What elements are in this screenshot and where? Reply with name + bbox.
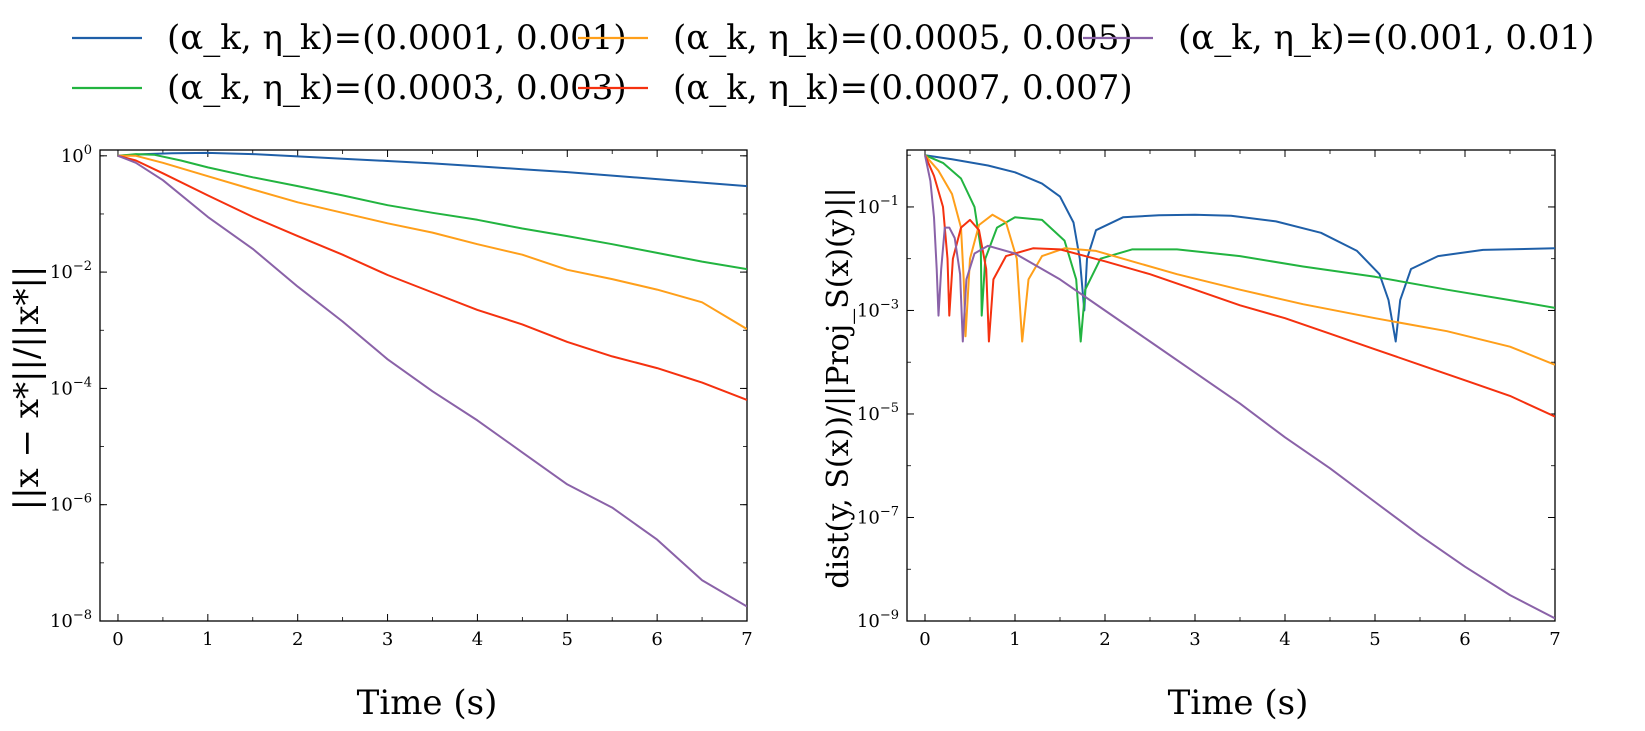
legend-label: (α_k, η_k)=(0.0007, 0.007) [673, 68, 1133, 108]
x-tick-label: 2 [1099, 629, 1110, 650]
x-tick-label: 5 [1369, 629, 1380, 650]
chart-left: 0 1 2 3 4 5 6 7 100 10−2 10−4 10−6 10−8 Time (s) ||x… [7, 143, 753, 723]
series-line-green [117, 153, 747, 271]
x-tick-label: 0 [919, 629, 930, 650]
y-tick-label: 10−7 [857, 504, 899, 528]
x-axis-label: Time (s) [1168, 683, 1309, 723]
series-line-green [924, 154, 1555, 343]
x-tick-label: 3 [382, 629, 393, 650]
series-line-orange [924, 154, 1555, 366]
x-tick-label: 4 [472, 629, 483, 650]
x-tick-label: 0 [112, 629, 123, 650]
series-line-blue [117, 151, 747, 188]
plot-frame [99, 149, 748, 622]
x-tick-label: 3 [1189, 629, 1200, 650]
series-line-red [117, 154, 747, 401]
x-tick-label: 1 [1009, 629, 1020, 650]
y-axis-label: ||x − x*||/||x*|| [7, 266, 47, 511]
y-tick-label: 10−2 [50, 259, 92, 283]
y-tick-label: 10−8 [50, 608, 92, 632]
x-tick-label: 1 [202, 629, 213, 650]
y-tick-label: 10−5 [857, 401, 899, 425]
series-line-purple [924, 154, 1555, 620]
x-axis-label: Time (s) [357, 683, 498, 723]
y-axis-label: dist(y, S(x))/||Proj_S(x)(y)|| [821, 187, 856, 588]
plot-frame [906, 149, 1556, 622]
y-tick-label: 10−9 [857, 608, 899, 632]
legend-label: (α_k, η_k)=(0.001, 0.01) [1178, 18, 1594, 58]
x-tick-label: 6 [651, 629, 662, 650]
legend: (α_k, η_k)=(0.0001, 0.001) (α_k, η_k)=(0.… [72, 18, 1594, 108]
series-line-blue [924, 154, 1555, 343]
y-tick-label: 10−1 [857, 194, 899, 218]
y-tick-label: 10−6 [50, 492, 92, 516]
chart-right: 0 1 2 3 4 5 6 7 10−1 10−3 10−5 10−7 10−9 Time (s) di… [821, 149, 1561, 723]
x-tick-label: 6 [1459, 629, 1470, 650]
series-line-red [924, 154, 1555, 418]
y-tick-label: 10−4 [50, 375, 92, 399]
x-tick-label: 5 [562, 629, 573, 650]
y-tick-label: 10−3 [857, 297, 899, 321]
x-tick-label: 7 [1549, 629, 1560, 650]
x-tick-label: 4 [1279, 629, 1290, 650]
legend-label: (α_k, η_k)=(0.0005, 0.005) [673, 18, 1133, 58]
series-line-orange [118, 154, 747, 330]
x-tick-label: 7 [741, 629, 752, 650]
y-tick-label: 100 [61, 143, 92, 167]
x-tick-label: 2 [292, 629, 303, 650]
legend-label: (α_k, η_k)=(0.0003, 0.003) [167, 68, 627, 108]
series-line-purple [117, 154, 747, 608]
legend-label: (α_k, η_k)=(0.0001, 0.001) [167, 18, 627, 58]
